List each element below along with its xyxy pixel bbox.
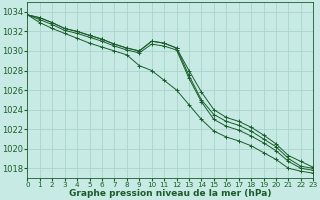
X-axis label: Graphe pression niveau de la mer (hPa): Graphe pression niveau de la mer (hPa) bbox=[69, 189, 272, 198]
